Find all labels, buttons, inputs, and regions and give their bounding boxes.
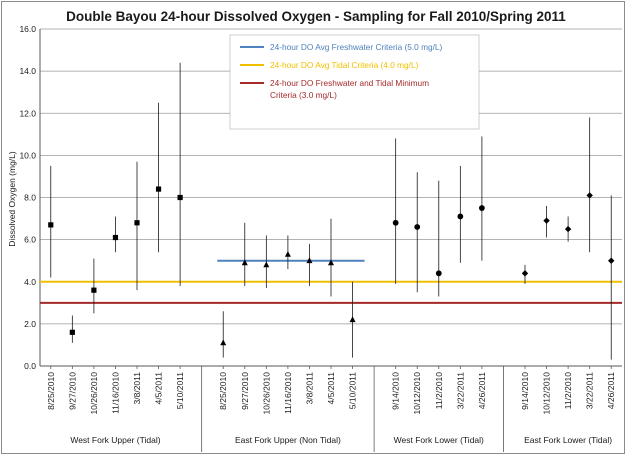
- y-tick-label: 10.0: [19, 150, 36, 160]
- y-tick-label: 8.0: [24, 193, 36, 203]
- data-point: [586, 192, 593, 199]
- x-tick-label: 9/14/2010: [391, 372, 401, 410]
- legend: 24-hour DO Avg Freshwater Criteria (5.0 …: [229, 34, 480, 130]
- data-point: [543, 217, 550, 224]
- legend-label: 24-hour DO Avg Freshwater Criteria (5.0 …: [270, 42, 443, 52]
- x-tick-label: 3/22/2011: [455, 372, 465, 409]
- data-point: [435, 270, 442, 277]
- x-tick-label: 5/10/2011: [348, 372, 358, 409]
- legend-box: [229, 34, 480, 130]
- y-tick-label: 12.0: [19, 108, 36, 118]
- x-axis-ticks: 8/25/2010 9/27/2010 10/26/2010 11/16/2010 3/…: [46, 366, 616, 415]
- group-label: East Fork Upper (Non Tidal): [235, 435, 341, 445]
- x-tick-label: 4/26/2011: [606, 372, 616, 409]
- x-tick-label: 8/25/2010: [46, 372, 56, 410]
- x-tick-label: 11/2/2010: [434, 372, 444, 409]
- data-point: [328, 259, 334, 266]
- x-tick-label: 10/12/2010: [412, 372, 422, 415]
- data-point: [521, 270, 529, 277]
- x-tick-label: 8/25/2010: [218, 372, 228, 410]
- group-label: West Fork Upper (Tidal): [70, 435, 160, 445]
- legend-label: 24-hour DO Avg Tidal Criteria (4.0 mg/L): [270, 60, 419, 70]
- data-point: [392, 219, 399, 226]
- group-labels: West Fork Upper (Tidal) East Fork Upper (…: [70, 366, 612, 452]
- data-point: [306, 257, 313, 264]
- x-tick-label: 9/27/2010: [240, 372, 250, 410]
- x-tick-label: 4/5/2011: [326, 372, 336, 405]
- data-point: [414, 224, 421, 230]
- legend-label: 24-hour DO Freshwater and Tidal Minimum: [270, 78, 429, 88]
- data-point: [155, 186, 162, 192]
- data-point: [564, 225, 572, 233]
- data-point: [91, 287, 97, 293]
- x-tick-label: 9/27/2010: [67, 372, 77, 410]
- x-tick-label: 9/14/2010: [520, 372, 530, 410]
- data-point: [134, 220, 140, 226]
- y-tick-label: 0.0: [24, 361, 36, 371]
- x-tick-label: 11/16/2010: [110, 372, 120, 414]
- y-tick-label: 14.0: [19, 66, 36, 76]
- chart-title: Double Bayou 24-hour Dissolved Oxygen - …: [66, 9, 566, 24]
- data-point: [112, 234, 119, 241]
- x-tick-label: 11/2/2010: [563, 372, 573, 409]
- data-point: [457, 213, 464, 220]
- x-tick-label: 3/22/2011: [585, 372, 595, 409]
- data-point: [241, 259, 248, 266]
- data-point: [263, 261, 270, 268]
- x-tick-label: 3/8/2011: [132, 372, 142, 405]
- x-tick-label: 5/10/2011: [175, 372, 185, 409]
- x-tick-label: 10/12/2010: [542, 372, 552, 415]
- data-point: [478, 205, 485, 211]
- data-point: [349, 316, 356, 323]
- x-tick-label: 4/5/2011: [154, 372, 164, 405]
- y-axis-ticks: 0.0 2.0 4.0 6.0 8.0 10.0 12.0 14.0 16.0: [19, 24, 36, 371]
- group-label: East Fork Lower (Tidal): [524, 435, 612, 445]
- x-tick-label: 3/8/2011: [304, 372, 314, 405]
- data-point: [220, 339, 227, 346]
- y-tick-label: 4.0: [24, 277, 36, 287]
- data-point: [177, 194, 183, 201]
- x-tick-label: 10/26/2010: [261, 372, 271, 415]
- legend-label: Criteria (3.0 mg/L): [270, 90, 337, 100]
- group-label: West Fork Lower (Tidal): [394, 435, 484, 445]
- data-point: [608, 257, 615, 264]
- data-point: [69, 329, 75, 335]
- x-tick-label: 11/16/2010: [283, 372, 293, 414]
- data-point: [284, 250, 291, 257]
- y-tick-label: 2.0: [24, 319, 36, 329]
- y-tick-label: 6.0: [24, 235, 36, 245]
- y-tick-label: 16.0: [19, 24, 36, 34]
- x-tick-label: 10/26/2010: [89, 372, 99, 415]
- data-markers: [48, 186, 615, 346]
- y-axis-label: Dissolved Oxygen (mg/L): [7, 151, 17, 247]
- x-tick-label: 4/26/2011: [477, 372, 487, 409]
- data-point: [48, 222, 54, 228]
